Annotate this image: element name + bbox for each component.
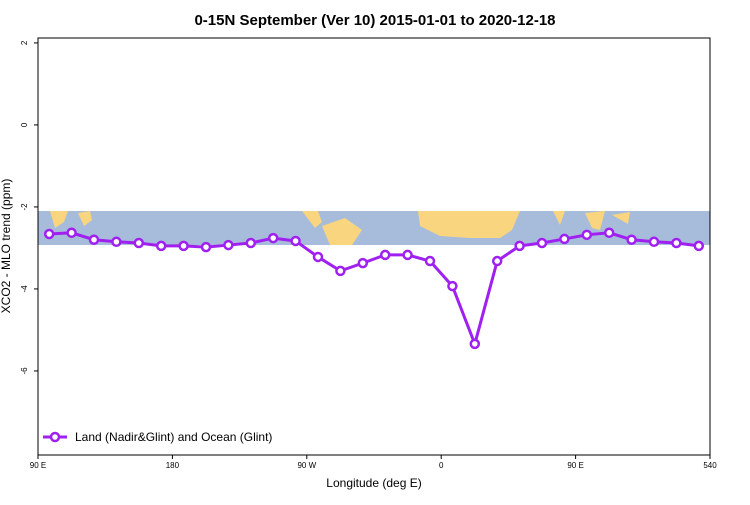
data-point	[267, 232, 279, 244]
data-point	[603, 227, 615, 239]
map-background	[38, 211, 710, 245]
data-point	[581, 229, 593, 241]
y-tick-label: -2	[20, 203, 29, 211]
data-point	[111, 236, 122, 248]
data-point	[424, 255, 436, 267]
chart-title: 0-15N September (Ver 10) 2015-01-01 to 2…	[194, 12, 555, 29]
legend-marker	[49, 431, 61, 443]
y-tick-label: -6	[20, 367, 29, 375]
data-point	[469, 338, 481, 350]
data-point	[693, 240, 705, 252]
x-tick-label: 90 E	[30, 461, 46, 470]
series-line	[49, 231, 699, 349]
x-tick-label: 0	[439, 461, 444, 470]
data-point	[335, 265, 346, 277]
data-point	[312, 251, 324, 263]
data-point	[290, 235, 301, 247]
x-axis-label: Longitude (deg E)	[326, 476, 421, 490]
data-point	[648, 236, 660, 248]
data-point	[245, 237, 257, 249]
y-tick-label: 0	[20, 122, 29, 127]
x-tick-label: 90 E	[567, 461, 583, 470]
plot-frame	[37, 37, 711, 456]
data-point	[43, 228, 55, 240]
data-point	[66, 227, 77, 239]
data-point	[133, 237, 145, 249]
data-point	[447, 280, 458, 292]
x-tick-label: 540	[703, 461, 717, 470]
data-point	[514, 240, 525, 252]
data-point	[559, 233, 570, 245]
data-point	[155, 240, 167, 252]
data-point	[626, 234, 637, 245]
y-tick-label: -4	[20, 285, 29, 293]
data-point	[491, 255, 503, 267]
data-point	[536, 237, 548, 249]
x-tick-label: 90 W	[297, 461, 316, 470]
y-axis-label: XCO2 - MLO trend (ppm)	[0, 179, 13, 314]
x-tick-label: 180	[166, 461, 180, 470]
data-point	[357, 257, 369, 269]
data-point	[178, 240, 189, 252]
data-point	[223, 239, 234, 251]
legend-label: Land (Nadir&Glint) and Ocean (Glint)	[75, 430, 272, 444]
data-point	[402, 249, 413, 261]
y-tick-label: 2	[20, 40, 29, 45]
data-point	[88, 234, 100, 245]
data-point	[379, 249, 391, 261]
data-point	[200, 241, 212, 253]
data-point	[671, 237, 682, 249]
